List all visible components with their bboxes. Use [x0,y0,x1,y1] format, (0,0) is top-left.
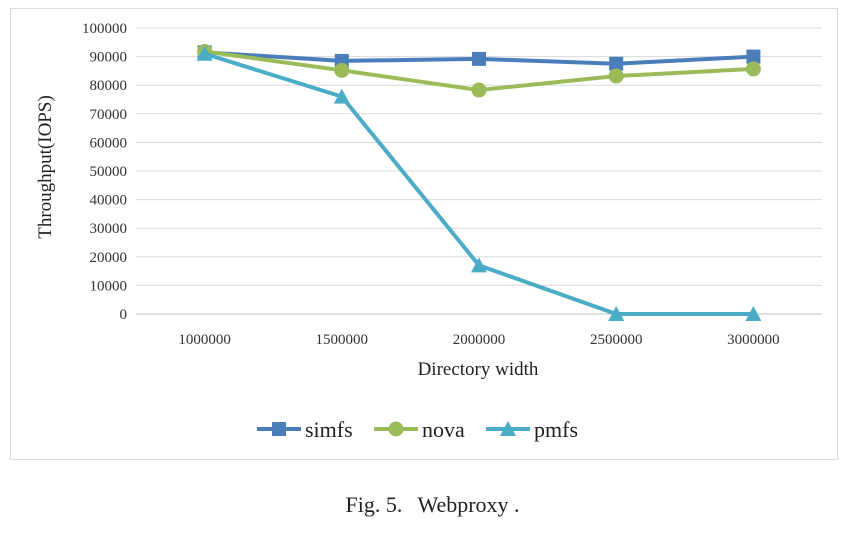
data-point-nova [334,62,350,78]
y-tick-labels: 0 10000 20000 30000 40000 50000 60000 70000 8000… [82,21,127,323]
y-tick-label: 20000 [90,250,128,266]
y-tick-label: 100000 [82,21,127,37]
y-tick-label: 90000 [90,50,128,66]
legend-item-nova: nova [374,417,465,442]
y-tick-label: 30000 [90,221,128,237]
data-point-nova [608,68,624,84]
legend-item-pmfs: pmfs [486,417,578,442]
data-point-nova [745,61,761,77]
legend-marker-simfs [272,422,286,436]
data-point-simfs [746,49,761,64]
series-lines [196,43,762,321]
data-point-nova [471,82,487,98]
chart-panel: 0 10000 20000 30000 40000 50000 60000 70000 8000… [10,8,838,460]
x-tick-label: 2500000 [590,332,643,348]
line-chart: 0 10000 20000 30000 40000 50000 60000 70000 8000… [35,21,822,442]
data-point-pmfs [471,257,487,273]
y-tick-label: 0 [120,307,128,323]
y-axis-title: Throughput(IOPS) [35,95,56,239]
data-point-pmfs [333,88,350,104]
y-tick-label: 70000 [90,107,128,123]
x-tick-labels: 1000000 1500000 2000000 2500000 3000000 [178,332,779,348]
x-tick-label: 1000000 [178,332,231,348]
figure-caption: Fig. 5. Webproxy . [0,492,865,518]
legend-label-nova: nova [422,417,465,442]
y-tick-label: 40000 [90,193,128,209]
data-point-pmfs [196,45,213,61]
x-axis-title: Directory width [418,359,539,380]
data-point-simfs [472,51,486,66]
legend-label-simfs: simfs [305,417,353,442]
legend-label-pmfs: pmfs [534,417,578,442]
y-tick-label: 10000 [90,278,128,294]
y-tick-label: 60000 [90,135,128,151]
legend: simfs nova pmfs [257,417,578,442]
data-point-pmfs [745,306,762,321]
series-simfs [197,45,761,71]
y-tick-label: 50000 [90,164,128,180]
data-point-simfs [609,56,624,71]
series-pmfs [196,45,762,321]
caption-label: Fig. 5. [345,492,403,517]
legend-marker-pmfs [500,421,516,436]
legend-marker-nova [388,421,404,437]
y-tick-label: 80000 [90,78,128,94]
legend-item-simfs: simfs [257,417,353,442]
x-tick-label: 1500000 [316,332,369,348]
x-tick-label: 2000000 [453,332,506,348]
data-point-pmfs [608,306,625,321]
caption-title: Webproxy . [417,492,520,517]
x-tick-label: 3000000 [727,332,780,348]
